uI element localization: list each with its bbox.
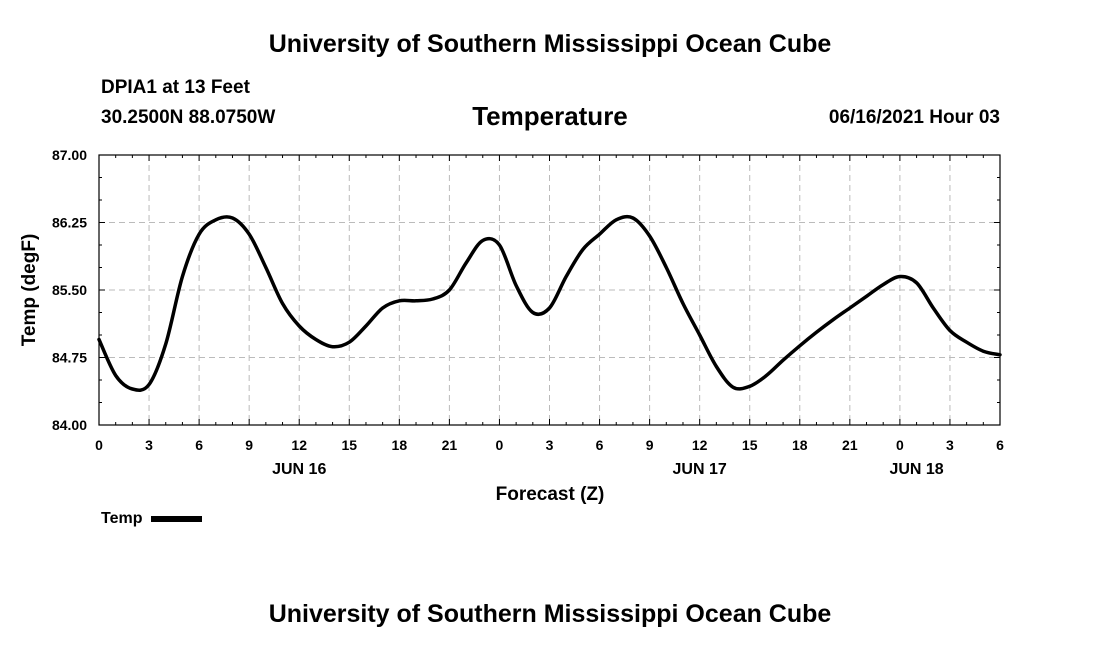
grid-lines (99, 155, 1000, 425)
x-date-label: JUN 18 (889, 461, 943, 478)
x-tick-label: 6 (195, 437, 203, 453)
y-tick-label: 84.75 (52, 350, 87, 366)
station-label: DPIA1 at 13 Feet (101, 77, 250, 98)
axis-ticks (98, 154, 1001, 426)
x-tick-label: 12 (291, 437, 307, 453)
x-tick-label: 15 (341, 437, 357, 453)
station-coordinates: 30.2500N 88.0750W (101, 107, 276, 128)
x-tick-label: 15 (742, 437, 758, 453)
y-axis-title: Temp (degF) (19, 234, 40, 347)
x-date-label: JUN 16 (272, 461, 326, 478)
x-tick-label: 3 (946, 437, 954, 453)
x-tick-label: 3 (546, 437, 554, 453)
axis-labels: 0 3 6 9 12 15 18 21 0 3 6 9 12 15 18 21 0 3 6 84.00 84.75 85.… (52, 147, 1004, 478)
footer-institution-title: University of Southern Mississippi Ocean… (268, 600, 832, 628)
x-tick-label: 12 (692, 437, 708, 453)
y-tick-label: 84.00 (52, 417, 87, 433)
y-tick-label: 86.25 (52, 215, 87, 231)
x-tick-label: 0 (95, 437, 103, 453)
legend-label: Temp (101, 510, 143, 527)
x-axis-title: Forecast (Z) (496, 484, 605, 505)
x-tick-label: 21 (442, 437, 458, 453)
legend: Temp (101, 510, 203, 528)
x-tick-label: 21 (842, 437, 858, 453)
x-tick-label: 6 (596, 437, 604, 453)
x-tick-label: 3 (145, 437, 153, 453)
x-tick-label: 18 (392, 437, 408, 453)
y-tick-label: 87.00 (52, 147, 87, 163)
forecast-datetime: 06/16/2021 Hour 03 (828, 107, 1000, 128)
chart-title: Temperature (472, 101, 628, 131)
header-institution-title: University of Southern Mississippi Ocean… (268, 30, 832, 58)
y-tick-label: 85.50 (52, 282, 87, 298)
series-layer (97, 214, 1002, 392)
x-tick-label: 9 (245, 437, 253, 453)
x-tick-label: 6 (996, 437, 1004, 453)
x-tick-label: 18 (792, 437, 808, 453)
x-tick-label: 0 (496, 437, 504, 453)
series-line-temp (97, 214, 1002, 392)
x-tick-label: 0 (896, 437, 904, 453)
legend-line-swatch (151, 516, 203, 522)
x-tick-label: 9 (646, 437, 654, 453)
x-date-label: JUN 17 (673, 461, 727, 478)
